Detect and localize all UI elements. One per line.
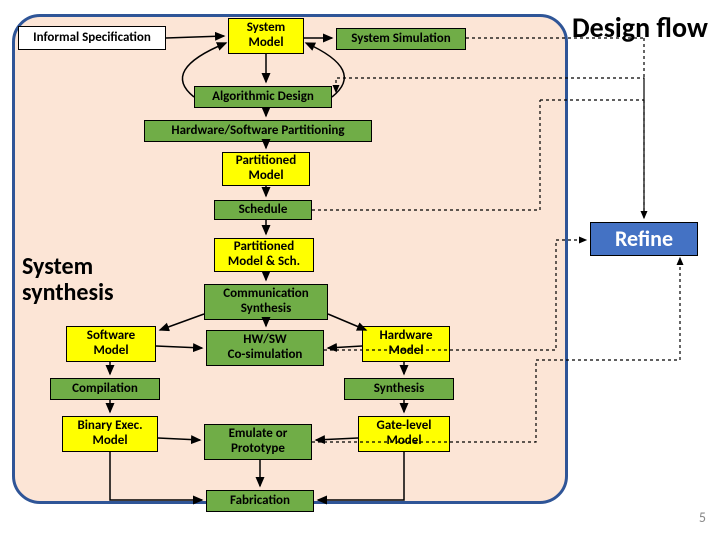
node-comm-synth: Communication Synthesis bbox=[204, 284, 328, 320]
node-sw-model: Software Model bbox=[66, 326, 156, 362]
node-hw-model: Hardware Model bbox=[362, 326, 450, 362]
node-algo-design: Algorithmic Design bbox=[194, 86, 332, 108]
node-hwsw-cosim: HW/SW Co-simulation bbox=[206, 330, 324, 366]
page-title: Design flow bbox=[572, 10, 708, 45]
node-synthesis: Synthesis bbox=[344, 378, 454, 400]
node-binary-exec: Binary Exec. Model bbox=[62, 416, 158, 452]
node-fabrication: Fabrication bbox=[206, 490, 314, 512]
node-hwsw-part: Hardware/Software Partitioning bbox=[144, 120, 372, 142]
refine-box: Refine bbox=[590, 222, 698, 256]
node-schedule: Schedule bbox=[214, 200, 312, 220]
node-informal-spec: Informal Specification bbox=[18, 26, 166, 50]
node-system-model: System Model bbox=[228, 18, 304, 54]
node-emulate: Emulate or Prototype bbox=[204, 424, 312, 460]
page-number: 5 bbox=[699, 509, 706, 526]
node-system-sim: System Simulation bbox=[336, 28, 466, 50]
node-compilation: Compilation bbox=[50, 378, 160, 400]
node-part-model-sch: Partitioned Model & Sch. bbox=[214, 238, 314, 272]
node-part-model: Partitioned Model bbox=[222, 152, 310, 186]
node-gate-level: Gate-level Model bbox=[358, 416, 450, 452]
section-synthesis-label: System synthesis bbox=[22, 254, 114, 307]
